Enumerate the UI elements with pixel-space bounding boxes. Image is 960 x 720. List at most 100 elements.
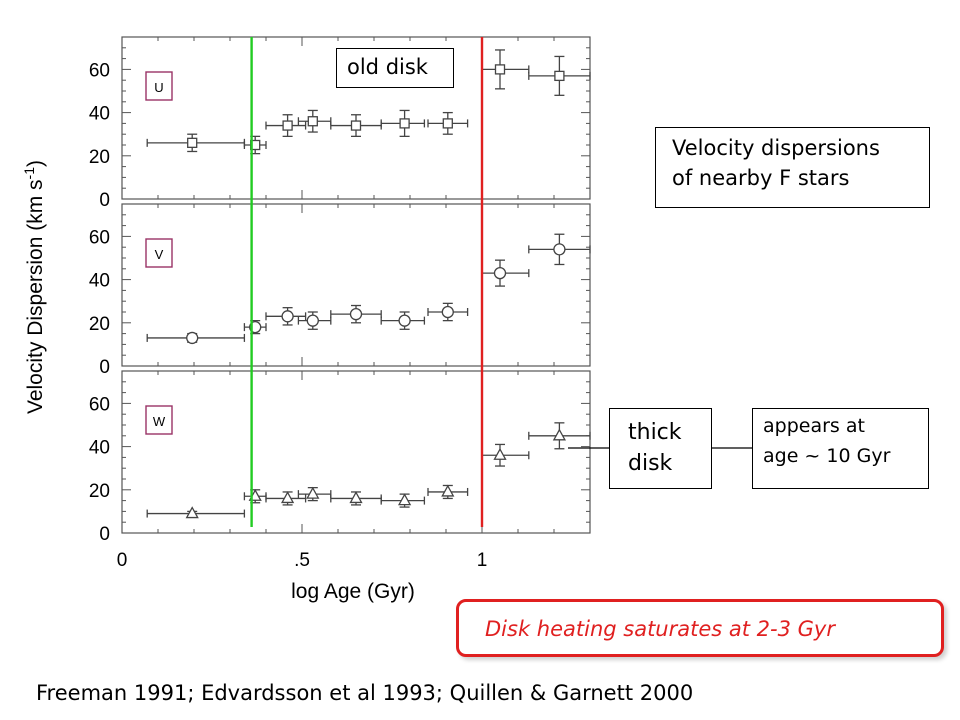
data-point [243,319,267,335]
data-point [330,491,382,506]
triangle-marker [281,491,295,504]
appears-at-label: appears at age ~ 10 Gyr [752,408,929,489]
data-point [380,493,426,508]
chart-title-box: Velocity dispersions of nearby F stars [655,127,930,208]
y-tick-label: 20 [89,147,110,168]
circle-marker [441,305,454,319]
chart-title-line2: of nearby F stars [672,166,850,190]
saturation-note: Disk heating saturates at 2-3 Gyr [456,599,944,657]
data-point [481,259,530,287]
data-point [297,486,332,502]
square-marker [442,118,453,129]
square-marker [282,120,293,131]
x-axis-ticks: 0.5 1 [117,550,488,571]
square-marker [187,137,198,148]
old-disk-label: old disk [336,48,454,88]
saturation-text: Disk heating saturates at 2-3 Gyr [485,617,835,641]
data-point [265,491,307,506]
panel-frame [121,203,591,367]
y-tick-label: 40 [89,271,110,292]
chart-title-line1: Velocity dispersions [672,136,880,160]
y-tick-label: 40 [89,104,110,125]
square-marker [494,64,506,75]
data-point [146,133,246,153]
square-marker [307,116,318,127]
panel-label-text: W [153,414,166,429]
circle-marker [553,243,566,256]
circle-marker [398,314,411,327]
data-point [297,109,332,133]
triangle-marker [552,428,566,441]
panel-frame [121,36,591,200]
panel-label-box [145,71,173,101]
triangle-marker [493,447,507,460]
chart-panels: 0 20 40 60 U 0 20 40 60 V 0 20 40 60 W [89,36,591,545]
appears-at-line1: appears at [763,415,865,437]
circle-marker [349,308,363,321]
data-point [146,506,246,519]
data-point [528,422,591,450]
data-point [243,488,267,504]
triangle-marker [306,486,320,499]
triangle-marker [185,506,199,519]
y-axis-label: Velocity Dispersion (km s-1) [21,160,47,414]
x-tick-label: .5 [294,550,310,571]
panel-label-w: W [145,405,173,435]
thick-disk-line2: disk [628,451,673,476]
thick-disk-label: thick disk [609,408,712,489]
circle-marker [306,314,319,327]
y-axis-label-close: ) [24,160,47,167]
data-point [481,49,530,90]
panel-label-text: V [155,247,164,262]
data-point [528,233,591,266]
x-axis-label: log Age (Gyr) [291,580,415,603]
panel-w: 0 20 40 60 W [89,370,591,545]
circle-marker [493,266,507,280]
data-point [528,55,591,96]
y-tick-label: 60 [89,60,110,81]
data-point [265,307,307,326]
y-tick-label: 0 [99,357,110,378]
panel-label-box [145,405,173,435]
panel-label-u: U [145,71,173,101]
triangle-marker [441,484,455,497]
square-marker [554,70,565,82]
y-axis-label-main: Velocity Dispersion (km s [24,179,47,414]
triangle-marker [349,491,363,504]
triangle-marker [398,493,412,506]
data-point [427,302,469,322]
data-point [265,114,307,138]
reference-lines [250,37,484,527]
square-marker [350,120,362,131]
y-tick-label: 0 [99,524,110,545]
y-tick-label: 20 [89,481,110,502]
y-tick-label: 20 [89,314,110,335]
panel-label-box [145,238,173,268]
data-point [427,484,469,500]
data-point [297,311,332,330]
x-tick-label: 1 [477,550,488,571]
data-point [330,114,382,138]
data-point [243,135,267,155]
y-tick-label: 0 [99,190,110,211]
data-point [330,304,382,324]
panel-frame [121,370,591,534]
panel-v: 0 20 40 60 V [89,203,591,378]
data-point [427,111,469,135]
appears-at-line2: age ~ 10 Gyr [763,445,891,467]
panel-label-text: U [154,80,163,95]
panel-label-v: V [145,238,173,268]
circle-marker [281,310,294,323]
y-tick-label: 60 [89,227,110,248]
x-tick-label: 0 [117,550,128,571]
thick-disk-line1: thick [628,420,682,445]
square-marker [399,118,410,129]
data-point [380,311,426,330]
data-point [146,331,246,345]
panel-u: 0 20 40 60 U [89,36,591,211]
y-axis-label-superscript: -1 [21,167,37,180]
y-tick-label: 40 [89,438,110,459]
data-point [481,443,530,467]
circle-marker [186,331,199,345]
